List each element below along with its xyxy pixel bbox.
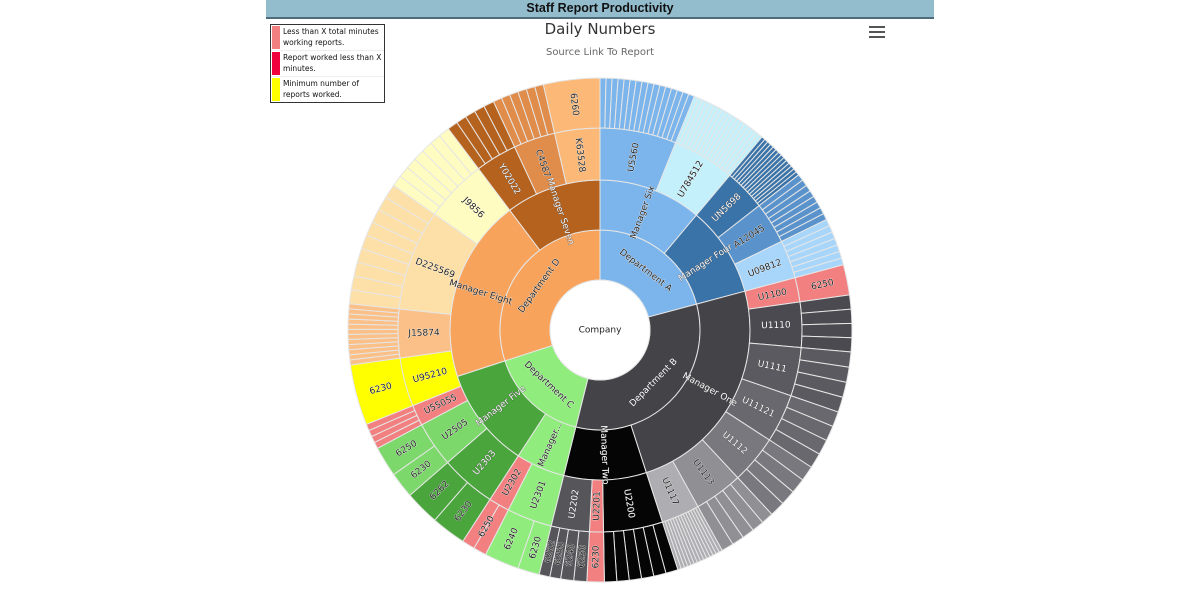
report-segment[interactable] [542, 77, 601, 134]
legend-label: Report worked less than X minutes. [283, 53, 382, 73]
chart-menu-button[interactable] [869, 26, 885, 40]
legend-swatch-yellow [272, 78, 280, 101]
legend-swatch-pink [272, 26, 280, 49]
sunburst-label: Manager Two [598, 425, 610, 485]
sunburst-label: 6250 [810, 278, 835, 292]
source-link[interactable]: Source Link To Report [545, 47, 655, 58]
sunburst-label: U2202 [567, 489, 581, 520]
sunburst-label: 6230 [591, 545, 601, 568]
legend-item: Less than X total minutes working report… [271, 25, 384, 51]
report-segment[interactable] [801, 322, 853, 339]
hamburger-menu-icon [869, 26, 885, 38]
sunburst-label: U2201 [592, 491, 603, 521]
sunburst-label: 6250 [553, 541, 567, 566]
legend-label: Minimum number of reports worked. [283, 79, 360, 99]
sunburst-label: 6240 [564, 543, 577, 567]
sunburst-label: 6230 [577, 544, 589, 568]
sunburst-label: 6260 [568, 93, 581, 117]
legend-label: Less than X total minutes working report… [283, 27, 379, 47]
legend: Less than X total minutes working report… [270, 24, 385, 103]
page-header-bar: Staff Report Productivity [266, 0, 934, 19]
company-label: Company [579, 326, 622, 336]
chart-title: Daily Numbers [544, 20, 656, 38]
sunburst-label: K63528 [573, 137, 587, 173]
legend-item: Report worked less than X minutes. [271, 51, 384, 77]
report-segment[interactable] [347, 328, 399, 335]
legend-swatch-red [272, 52, 280, 75]
sunburst-label: J15874 [407, 328, 440, 339]
page-title: Staff Report Productivity [526, 1, 674, 15]
company-root-node[interactable] [549, 279, 651, 381]
sunburst-label: U1110 [761, 321, 791, 332]
legend-item: Minimum number of reports worked. [271, 77, 384, 102]
